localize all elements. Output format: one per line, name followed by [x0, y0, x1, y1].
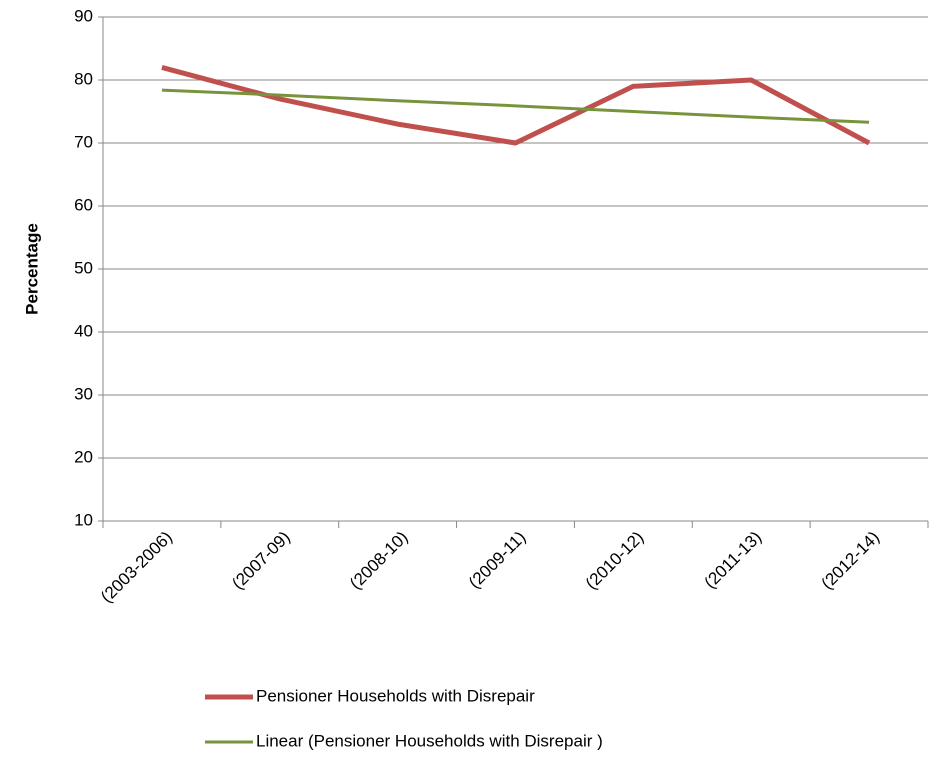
x-tick-label: (2007-09) [228, 528, 294, 594]
x-tick-label: (2003-2006) [97, 528, 176, 607]
y-tick-label: 70 [74, 132, 93, 151]
y-tick-label: 20 [74, 447, 93, 466]
y-axis-label: Percentage [22, 223, 41, 315]
legend-label: Pensioner Households with Disrepair [256, 686, 535, 705]
x-tick-label: (2008-10) [346, 528, 412, 594]
y-tick-label: 50 [74, 258, 93, 277]
x-tick-label: (2010-12) [582, 528, 648, 594]
x-tick-label: (2012-14) [818, 528, 884, 594]
x-tick-label: (2009-11) [465, 528, 530, 593]
y-tick-label: 60 [74, 195, 93, 214]
y-tick-label: 80 [74, 69, 93, 88]
x-tick-label: (2011-13) [701, 528, 766, 593]
y-tick-label: 10 [74, 510, 93, 529]
series-line [161, 88, 870, 124]
series-line [161, 64, 871, 146]
y-tick-label: 30 [74, 384, 93, 403]
y-tick-label: 40 [74, 321, 93, 340]
legend-label: Linear (Pensioner Households with Disrep… [256, 731, 603, 750]
y-tick-label: 90 [74, 6, 93, 25]
